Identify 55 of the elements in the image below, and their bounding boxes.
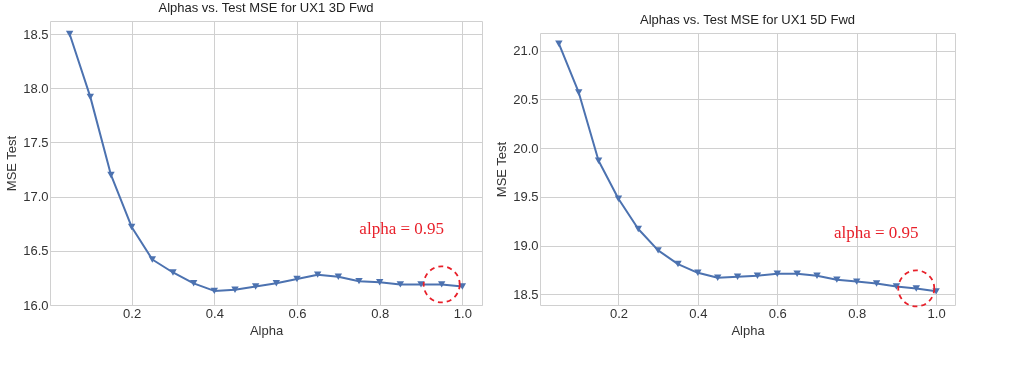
point (833, 276, 841, 283)
point (210, 287, 219, 295)
point (714, 274, 722, 281)
y-tick-label: 20.5 (513, 91, 539, 107)
annotation: alpha = 0.95 (359, 219, 445, 239)
point (375, 279, 384, 286)
x-tick-label: 0.8 (848, 305, 867, 321)
point (169, 269, 177, 276)
x-axis-title: Alpha (731, 322, 766, 338)
point (355, 277, 363, 285)
point (272, 280, 281, 287)
x-tick-label: 0.2 (609, 305, 628, 321)
point (892, 283, 901, 290)
y-tick-label: 16.5 (23, 243, 49, 259)
x-tick-label: 0.6 (768, 305, 787, 321)
x-tick-label: 0.4 (689, 305, 708, 321)
y-tick-label: 19.0 (513, 238, 539, 254)
x-tick-label: 1.0 (927, 305, 946, 321)
y-axis-title: MSE Test (4, 135, 20, 192)
x-tick-label: 0.6 (288, 305, 307, 321)
point (251, 283, 260, 290)
y-tick-label: 20.0 (513, 140, 539, 156)
point (334, 273, 343, 281)
point (396, 281, 405, 288)
chart-title: Alphas vs. Test MSE for UX1 5D Fwd (639, 12, 856, 27)
point (65, 30, 74, 38)
y-tick-label: 21.0 (513, 43, 539, 59)
y-tick-label: 17.0 (23, 189, 49, 205)
y-tick-label: 17.5 (23, 134, 49, 150)
point (313, 271, 322, 278)
chart-title: Alphas vs. Test MSE for UX1 3D Fwd (158, 0, 374, 15)
point (417, 281, 425, 288)
point (853, 278, 861, 285)
y-tick-label: 18.0 (23, 80, 49, 96)
annotation: alpha = 0.95 (833, 223, 919, 243)
point (634, 225, 642, 233)
point (148, 256, 157, 263)
x-axis-title: Alpha (249, 322, 284, 338)
point (86, 93, 95, 101)
point (293, 275, 301, 283)
point (127, 223, 136, 231)
x-tick-label: 0.8 (371, 305, 390, 321)
point (872, 280, 881, 287)
x-tick-label: 0.2 (123, 305, 142, 321)
point (654, 247, 662, 254)
y-tick-label: 19.5 (513, 189, 539, 205)
x-tick-label: 1.0 (453, 305, 472, 321)
y-axis-title: MSE Test (494, 141, 510, 198)
x-tick-label: 0.4 (205, 305, 224, 321)
point (674, 260, 682, 268)
y-tick-label: 18.5 (23, 26, 49, 42)
point (189, 280, 198, 287)
y-tick-label: 18.5 (513, 286, 539, 302)
point (575, 89, 583, 96)
y-tick-label: 16.0 (23, 297, 49, 313)
